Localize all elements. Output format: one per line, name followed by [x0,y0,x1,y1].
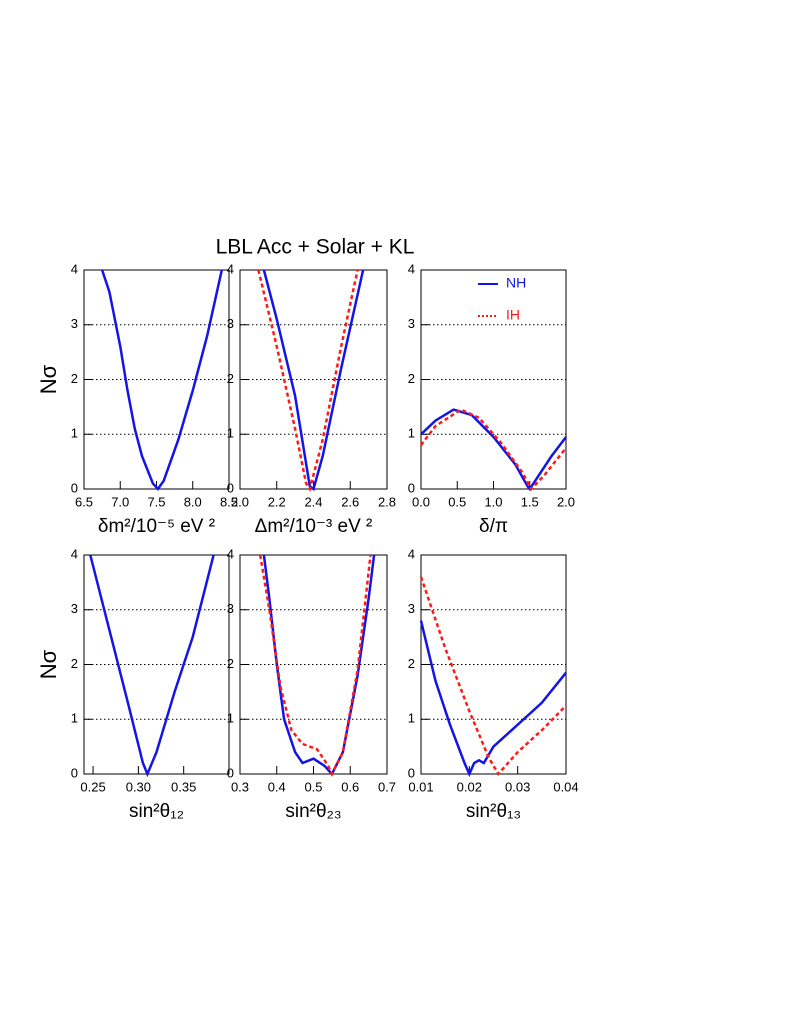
y-tick-label: 2 [71,656,78,671]
y-tick-label: 4 [227,261,234,276]
curve [89,554,215,778]
y-axis-label: Nσ [36,649,61,679]
curve [262,269,365,492]
x-tick-label: 0.35 [171,779,196,794]
x-tick-label: 2.2 [268,494,286,509]
x-tick-label: 0.25 [80,779,105,794]
plot-frame [83,554,230,775]
y-tick-label: 1 [71,711,78,726]
x-tick-label: 2.0 [231,494,249,509]
x-tick-label: 0.0 [412,494,430,509]
x-tick-label: 2.6 [341,494,359,509]
curve [262,554,376,777]
x-tick-label: 0.4 [268,779,286,794]
x-tick-label: 0.5 [448,494,466,509]
x-tick-label: 0.30 [126,779,151,794]
x-axis-label: Δm²/10⁻³ eV ² [255,516,373,537]
y-tick-label: 2 [408,656,415,671]
curve [419,620,567,778]
y-tick-label: 2 [71,371,78,386]
curve [257,269,359,492]
x-axis-label: sin²θ₁₂ [129,801,184,822]
plot-frame [420,269,567,490]
x-tick-label: 0.3 [231,779,249,794]
x-tick-label: 1.5 [521,494,539,509]
x-tick-label: 6.5 [75,494,93,509]
plot-frame [420,554,567,775]
x-tick-label: 1.0 [484,494,502,509]
y-tick-label: 1 [227,426,234,441]
y-tick-label: 4 [408,546,415,561]
x-tick-label: 0.02 [457,779,482,794]
y-tick-label: 3 [227,601,234,616]
x-tick-label: 2.0 [557,494,575,509]
y-tick-label: 1 [408,711,415,726]
curve [100,269,224,491]
y-tick-label: 1 [408,426,415,441]
curve [420,408,567,492]
x-axis-label: δm²/10⁻⁵ eV ² [98,516,215,537]
y-tick-label: 0 [408,765,415,780]
y-tick-label: 0 [71,480,78,495]
x-tick-label: 0.6 [341,779,359,794]
y-tick-label: 3 [227,316,234,331]
plot-frame [239,554,388,775]
y-tick-label: 1 [71,426,78,441]
y-tick-label: 2 [227,656,234,671]
curve [419,576,567,777]
y-axis-label: Nσ [36,364,61,394]
x-tick-label: 2.4 [304,494,322,509]
y-tick-label: 3 [408,316,415,331]
x-axis-label: sin²θ₁₃ [466,801,521,822]
y-tick-label: 3 [71,601,78,616]
x-tick-label: 0.01 [408,779,433,794]
x-tick-label: 7.5 [147,494,165,509]
x-tick-label: 0.04 [553,779,578,794]
y-tick-label: 0 [227,765,234,780]
y-tick-label: 1 [227,711,234,726]
figure-title: LBL Acc + Solar + KL [216,236,415,259]
legend-label: NH [506,275,526,291]
y-tick-label: 0 [71,765,78,780]
y-tick-label: 3 [71,316,78,331]
y-tick-label: 0 [408,480,415,495]
y-tick-label: 4 [71,546,78,561]
legend-label: IH [506,307,520,323]
curve [258,554,372,777]
y-tick-label: 3 [408,601,415,616]
y-tick-label: 4 [408,261,415,276]
x-tick-label: 8.0 [184,494,202,509]
x-tick-label: 7.0 [111,494,129,509]
x-tick-label: 2.8 [378,494,396,509]
curve [420,408,567,492]
x-axis-label: δ/π [479,516,508,537]
y-tick-label: 4 [227,546,234,561]
x-tick-label: 0.5 [304,779,322,794]
y-tick-label: 2 [408,371,415,386]
y-tick-label: 4 [71,261,78,276]
y-tick-label: 0 [227,480,234,495]
x-axis-label: sin²θ₂₃ [285,801,341,822]
y-tick-label: 2 [227,371,234,386]
x-tick-label: 0.7 [378,779,396,794]
x-tick-label: 0.03 [505,779,530,794]
x-tick-label: 8.5 [220,494,238,509]
